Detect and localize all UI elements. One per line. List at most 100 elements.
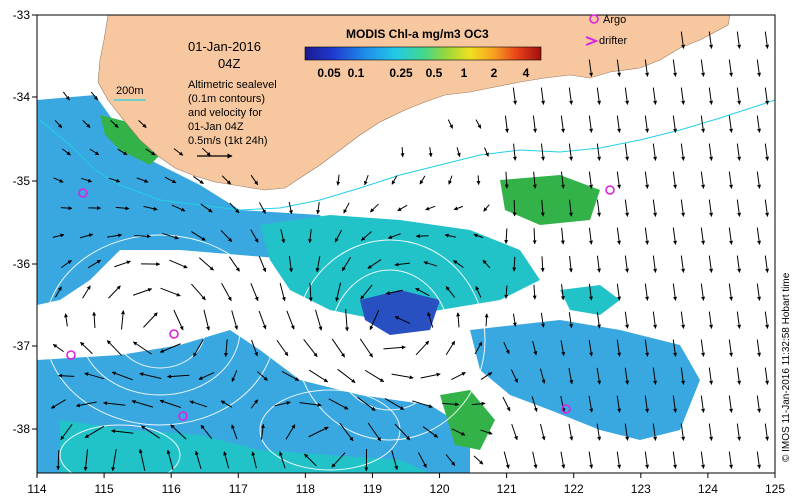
velocity-arrow bbox=[90, 91, 99, 101]
velocity-arrow bbox=[736, 311, 742, 329]
velocity-arrow bbox=[560, 171, 565, 189]
velocity-arrow bbox=[115, 206, 130, 211]
velocity-arrow bbox=[134, 234, 151, 239]
velocity-arrow bbox=[728, 59, 734, 77]
velocity-arrow bbox=[512, 313, 517, 327]
chl-patch-west bbox=[37, 95, 340, 305]
velocity-arrow bbox=[344, 308, 349, 332]
velocity-arrow bbox=[280, 229, 286, 244]
velocity-arrow bbox=[54, 119, 63, 129]
velocity-arrow bbox=[391, 450, 399, 471]
eddy-contour bbox=[294, 239, 486, 441]
velocity-arrow bbox=[75, 401, 97, 408]
velocity-arrow bbox=[700, 339, 706, 357]
velocity-arrow bbox=[58, 373, 75, 378]
velocity-arrow bbox=[644, 59, 650, 77]
velocity-arrow bbox=[412, 400, 433, 409]
velocity-arrow bbox=[367, 422, 382, 442]
chl-patch-deep bbox=[360, 290, 440, 335]
velocity-arrow bbox=[170, 424, 187, 440]
velocity-arrow bbox=[83, 449, 89, 472]
velocity-arrow bbox=[339, 422, 354, 442]
velocity-arrow bbox=[624, 423, 630, 441]
velocity-arrow bbox=[415, 340, 430, 356]
velocity-arrow bbox=[708, 311, 714, 329]
velocity-arrow bbox=[588, 227, 593, 245]
colorbar-tick-label: 0.25 bbox=[389, 66, 413, 80]
velocity-arrow bbox=[445, 454, 456, 466]
velocity-arrow bbox=[111, 429, 134, 434]
velocity-arrow bbox=[680, 87, 686, 105]
velocity-arrow bbox=[221, 175, 232, 185]
eddy-contour bbox=[59, 424, 181, 473]
velocity-arrow bbox=[512, 87, 518, 105]
velocity-arrow bbox=[588, 395, 594, 413]
velocity-arrow bbox=[394, 423, 411, 441]
velocity-arrow bbox=[448, 175, 453, 185]
description-line-3: and velocity for bbox=[188, 107, 262, 119]
velocity-arrow bbox=[251, 451, 257, 469]
velocity-arrow bbox=[383, 345, 406, 350]
velocity-arrow bbox=[120, 310, 126, 330]
credit-text: © IMOS 11-Jan-2016 11:32:58 Hobart time bbox=[781, 272, 792, 462]
velocity-arrow bbox=[624, 143, 630, 161]
velocity-arrow bbox=[680, 143, 686, 161]
velocity-arrow bbox=[596, 423, 602, 441]
velocity-arrow bbox=[445, 286, 456, 298]
velocity-arrow bbox=[360, 284, 373, 300]
velocity-arrow bbox=[531, 396, 538, 412]
argo-floats bbox=[66, 185, 615, 421]
velocity-arrow bbox=[53, 177, 64, 183]
velocity-arrow bbox=[756, 115, 762, 133]
velocity-arrow bbox=[652, 199, 658, 217]
lon-tick-label: 122 bbox=[564, 482, 584, 496]
velocity-arrow bbox=[201, 147, 211, 157]
velocity-arrow bbox=[700, 115, 706, 133]
velocity-arrow bbox=[107, 233, 123, 238]
argo-float-marker bbox=[66, 350, 76, 360]
velocity-arrow bbox=[616, 283, 622, 301]
velocity-arrow bbox=[200, 424, 213, 440]
lon-tick-label: 115 bbox=[95, 482, 114, 496]
velocity-arrow bbox=[50, 399, 66, 409]
lat-tick-label: -33 bbox=[13, 8, 31, 22]
velocity-arrow bbox=[138, 448, 146, 471]
argo-legend-label: Argo bbox=[603, 14, 626, 26]
velocity-arrow bbox=[108, 177, 121, 183]
velocity-arrow bbox=[624, 199, 630, 217]
velocity-arrow bbox=[82, 285, 91, 299]
velocity-arrow bbox=[532, 171, 537, 189]
map-time: 04Z bbox=[218, 56, 240, 71]
velocity-arrow bbox=[250, 399, 259, 409]
velocity-arrow bbox=[644, 171, 650, 189]
latitude-ticks: -33 -34 -35 -36 -37 -38 bbox=[13, 8, 37, 436]
velocity-arrow bbox=[736, 367, 742, 385]
velocity-arrow bbox=[616, 115, 622, 133]
velocity-arrow bbox=[482, 259, 491, 269]
velocity-arrow bbox=[456, 147, 461, 157]
velocity-arrow bbox=[512, 256, 517, 272]
velocity-arrow bbox=[364, 369, 385, 383]
velocity-arrow bbox=[308, 282, 313, 302]
velocity-arrow bbox=[250, 283, 259, 302]
velocity-arrow bbox=[418, 452, 427, 468]
velocity-arrow bbox=[672, 227, 678, 245]
velocity-arrow bbox=[228, 256, 240, 272]
velocity-arrow bbox=[568, 423, 574, 441]
velocity-arrow bbox=[475, 286, 482, 298]
colorbar-tick-label: 0.05 bbox=[317, 66, 341, 80]
velocity-arrow bbox=[315, 256, 321, 273]
velocity-arrow bbox=[644, 395, 650, 413]
velocity-arrow bbox=[764, 87, 770, 105]
velocity-arrow bbox=[274, 401, 291, 407]
velocity-arrow bbox=[700, 227, 706, 245]
velocity-arrow bbox=[624, 87, 630, 105]
velocity-arrow bbox=[334, 229, 343, 243]
velocity-arrow bbox=[736, 255, 742, 273]
colorbar-title: MODIS Chl-a mg/m3 OC3 bbox=[346, 27, 489, 41]
drifter-legend-label: drifter bbox=[599, 35, 627, 47]
velocity-arrow bbox=[453, 260, 464, 268]
velocity-arrow bbox=[191, 283, 206, 301]
velocity-arrow bbox=[539, 368, 546, 384]
velocity-arrow bbox=[220, 400, 233, 408]
